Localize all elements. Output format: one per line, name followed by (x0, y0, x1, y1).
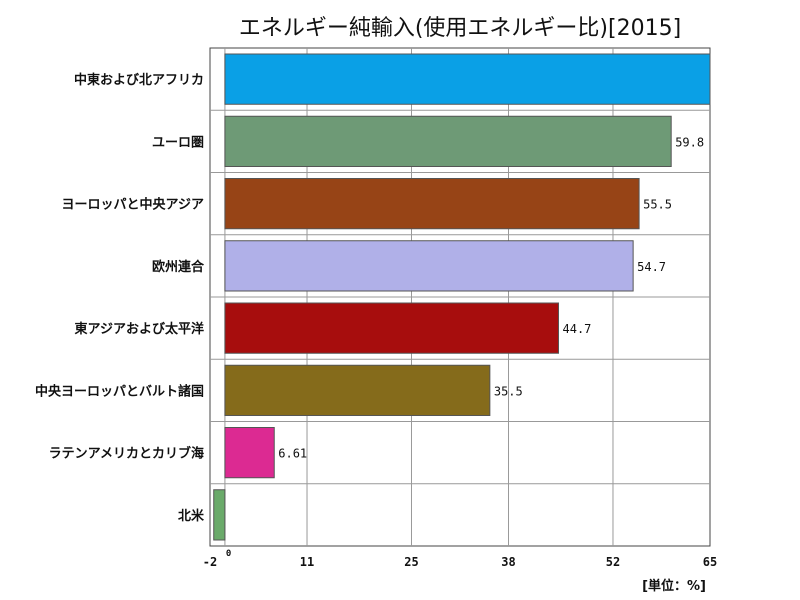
bar (224, 302, 560, 354)
bar (224, 53, 711, 105)
value-label: 59.8 (675, 135, 704, 149)
bar (224, 240, 634, 292)
x-tick-label: 11 (300, 555, 314, 569)
value-label: 35.5 (494, 384, 523, 398)
value-label: 6.61 (278, 447, 307, 461)
value-label: 55.5 (643, 198, 672, 212)
bar (224, 178, 640, 230)
bar (224, 115, 672, 167)
category-label: 中東および北アフリカ (74, 72, 204, 88)
value-label: 54.7 (637, 260, 666, 274)
chart-title: エネルギー純輸入(使用エネルギー比)[2015] (238, 16, 682, 41)
bar (224, 427, 275, 479)
x-tick-label: -2 (203, 555, 217, 569)
x-tick-label: 38 (501, 555, 515, 569)
category-label: ユーロ圏 (152, 135, 204, 150)
category-label: 北米 (178, 508, 205, 524)
bar (224, 364, 491, 416)
x-tick-label: 25 (404, 555, 418, 569)
x-tick-label: 52 (606, 555, 620, 569)
unit-label: [単位：%] (642, 578, 706, 594)
category-label: 欧州連合 (152, 259, 205, 275)
x-tick-label: 65 (703, 555, 717, 569)
category-label: ヨーロッパと中央アジア (62, 197, 204, 213)
category-label: ラテンアメリカとカリブ海 (49, 446, 204, 462)
bar (213, 489, 226, 541)
value-label: 44.7 (563, 322, 592, 336)
x-tick-label: 0 (226, 549, 231, 559)
category-label: 東アジアおよび太平洋 (75, 321, 204, 337)
category-label: 中央ヨーロッパとバルト諸国 (35, 383, 204, 399)
